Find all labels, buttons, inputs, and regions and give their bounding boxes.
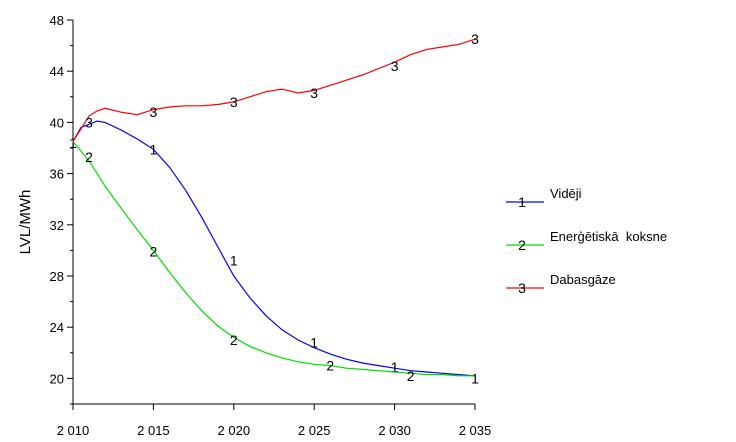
x-tick-label: 2 020 <box>218 423 251 438</box>
series-3-point-marker: 3 <box>150 104 158 120</box>
y-tick-label: 36 <box>50 167 64 182</box>
series-3-point-marker: 3 <box>85 114 93 130</box>
series-1-point-marker: 1 <box>150 141 158 157</box>
series-1-point-marker: 1 <box>230 253 238 269</box>
series-1-point-marker: 1 <box>471 370 479 386</box>
series-1-point-marker: 1 <box>69 135 77 151</box>
series-2-point-marker: 2 <box>407 368 415 384</box>
series-2-point-marker: 2 <box>85 149 93 165</box>
legend-label-2: Enerģētiskā koksne <box>550 229 667 244</box>
series-line-1 <box>72 120 476 377</box>
series-line-3 <box>72 38 476 142</box>
y-tick-label: 44 <box>50 64 64 79</box>
series-line-2 <box>72 141 475 377</box>
series-3-point-marker: 3 <box>230 94 238 110</box>
series-1-point-marker: 1 <box>391 359 399 375</box>
legend-marker-3: 3 <box>518 280 526 296</box>
series-2-point-marker: 2 <box>326 358 334 374</box>
y-tick-label: 48 <box>50 13 64 28</box>
legend: 1 Vidēji 2 Enerģētiskā koksne 3 Dabasgāze <box>506 186 667 296</box>
y-axis-label: LVL/MWh <box>17 190 34 255</box>
series-3-point-marker: 3 <box>471 31 479 47</box>
x-tick-label: 2 025 <box>298 423 331 438</box>
series-3-point-marker: 3 <box>310 85 318 101</box>
x-tick-label: 2 030 <box>378 423 411 438</box>
series-2-point-marker: 2 <box>230 332 238 348</box>
y-tick-label: 32 <box>50 218 64 233</box>
legend-label-3: Dabasgāze <box>550 272 616 287</box>
series-1-point-marker: 1 <box>310 335 318 351</box>
legend-marker-2: 2 <box>518 237 526 253</box>
y-tick-label: 40 <box>50 115 64 130</box>
y-tick-label: 20 <box>50 371 64 386</box>
legend-marker-1: 1 <box>518 194 526 210</box>
x-tick-label: 2 015 <box>137 423 170 438</box>
x-tick-label: 2 035 <box>459 423 492 438</box>
series-3-point-marker: 3 <box>391 58 399 74</box>
y-tick-label: 24 <box>50 320 64 335</box>
legend-label-1: Vidēji <box>550 186 582 201</box>
x-tick-label: 2 010 <box>57 423 90 438</box>
series-2-point-marker: 2 <box>150 244 158 260</box>
y-tick-label: 28 <box>50 269 64 284</box>
